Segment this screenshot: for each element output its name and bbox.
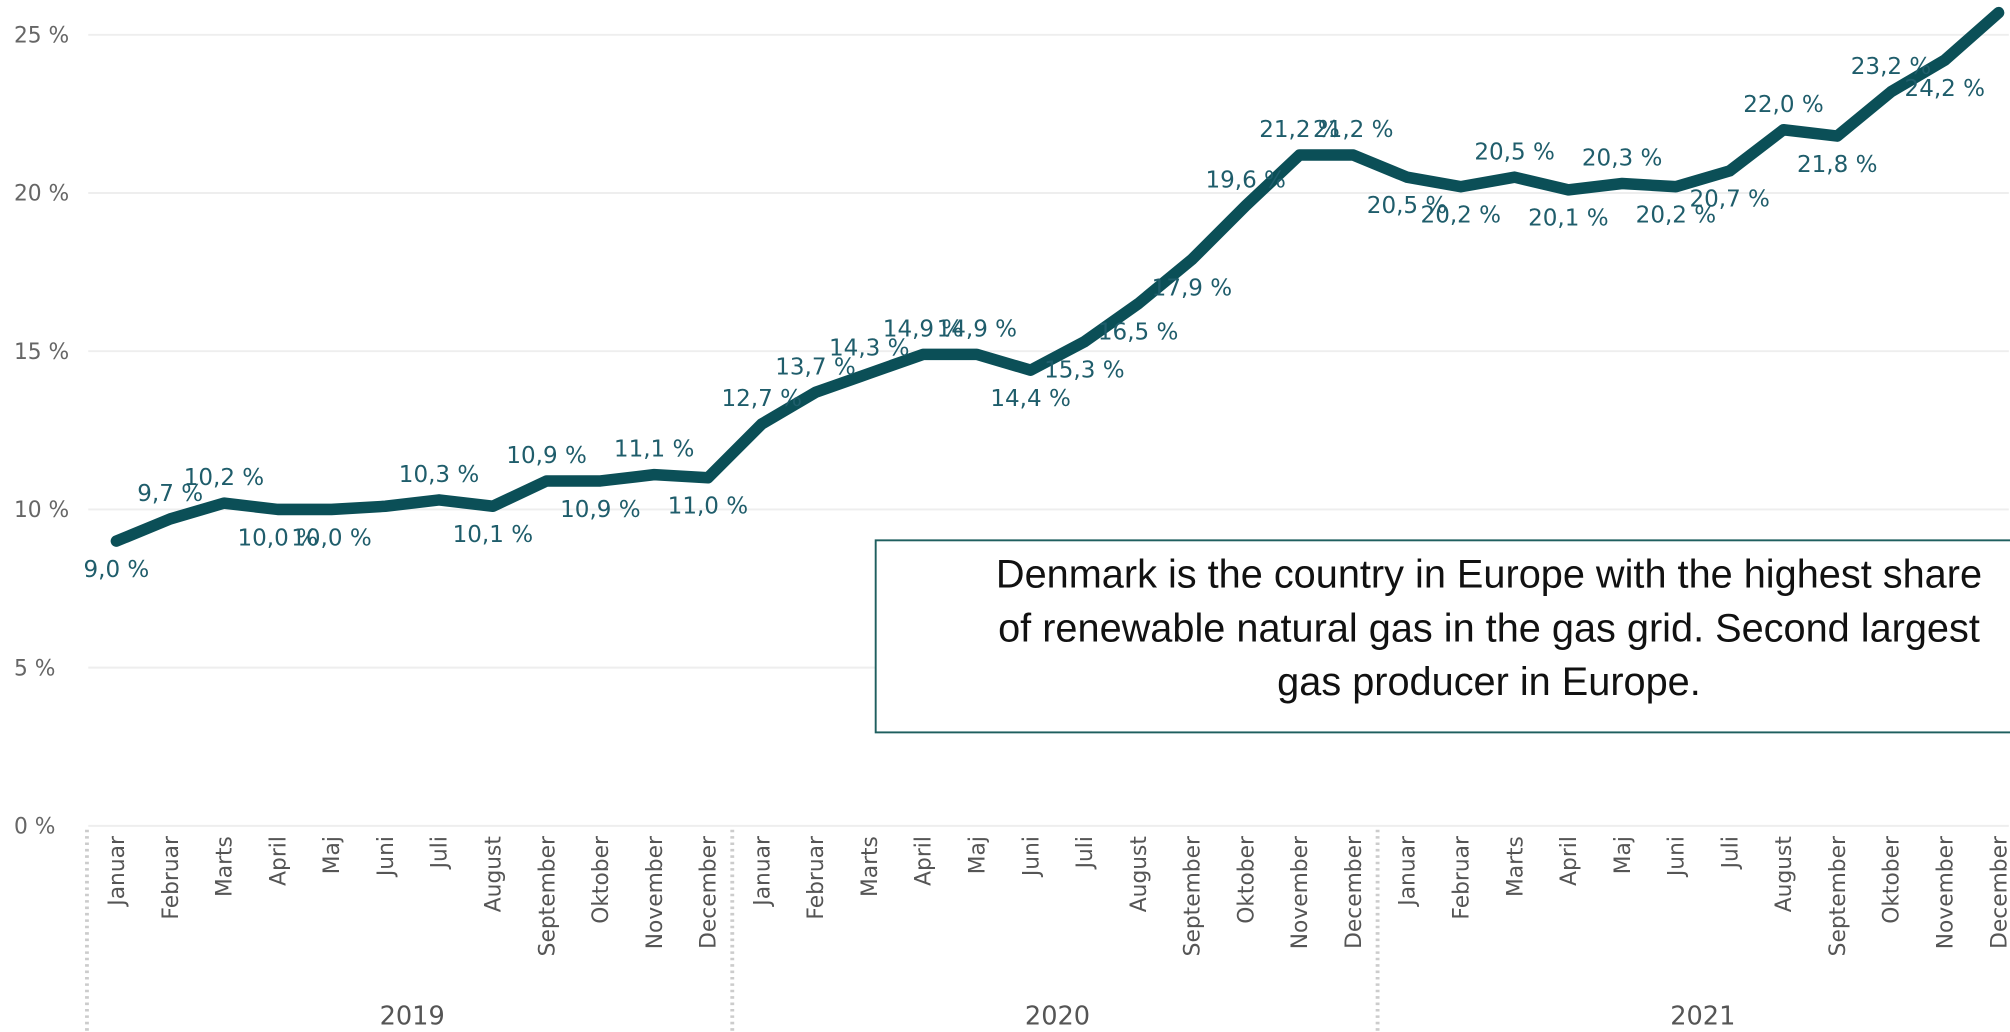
x-tick-label: Januar xyxy=(105,836,130,908)
x-tick-label: August xyxy=(1127,836,1152,912)
data-label: 21,8 % xyxy=(1797,152,1878,178)
x-tick-label: Juni xyxy=(374,836,399,878)
line-series xyxy=(110,6,2005,547)
y-tick-label: 0 % xyxy=(14,815,55,840)
x-tick-label: Oktober xyxy=(1234,836,1259,924)
data-label: 21,2 % xyxy=(1313,117,1394,143)
data-label: 25,7 % xyxy=(1958,0,2010,1)
y-tick-label: 20 % xyxy=(14,182,69,207)
year-label: 2021 xyxy=(1670,1001,1735,1031)
x-tick-label: April xyxy=(266,836,291,886)
data-label: 20,5 % xyxy=(1474,139,1555,165)
x-tick-label: Juni xyxy=(1019,836,1044,878)
data-label: 17,9 % xyxy=(1152,275,1233,301)
x-tick-label: September xyxy=(1181,836,1206,956)
annotation-text: gas producer in Europe. xyxy=(1277,660,1701,704)
x-tick-label: August xyxy=(1772,836,1797,912)
data-label: 20,3 % xyxy=(1582,146,1663,172)
x-tick-label: Januar xyxy=(1396,836,1421,908)
x-tick-label: Juli xyxy=(1718,836,1743,870)
year-label: 2020 xyxy=(1025,1001,1090,1031)
data-label: 14,9 % xyxy=(883,316,964,342)
x-tick-label: September xyxy=(535,836,560,956)
data-label: 20,1 % xyxy=(1528,206,1608,232)
x-tick-label: Juli xyxy=(428,836,453,870)
data-label: 20,2 % xyxy=(1636,203,1716,229)
data-label: 10,9 % xyxy=(506,443,587,469)
x-tick-label: Maj xyxy=(320,836,345,874)
x-tick-label: December xyxy=(1342,836,1367,949)
annotation-text: of renewable natural gas in the gas grid… xyxy=(998,606,1980,650)
y-tick-label: 10 % xyxy=(14,498,69,523)
x-tick-label: Marts xyxy=(1503,836,1528,897)
data-label: 14,3 % xyxy=(829,335,910,361)
y-tick-label: 5 % xyxy=(14,656,55,681)
data-label: 20,2 % xyxy=(1421,203,1502,229)
y-tick-label: 15 % xyxy=(14,340,69,365)
x-tick-label: November xyxy=(1288,836,1313,949)
data-label: 10,2 % xyxy=(184,465,265,491)
x-tick-label: November xyxy=(1933,836,1958,949)
data-label: 10,3 % xyxy=(399,462,480,488)
y-tick-label: 25 % xyxy=(14,23,69,48)
x-tick-label: August xyxy=(482,836,507,912)
data-label: 15,3 % xyxy=(1044,358,1125,384)
x-tick-label: Marts xyxy=(858,836,883,897)
x-tick-label: Februar xyxy=(804,836,829,920)
year-label: 2019 xyxy=(380,1001,445,1031)
x-tick-label: Juli xyxy=(1073,836,1098,870)
data-label: 20,5 % xyxy=(1367,193,1448,219)
x-tick-label: September xyxy=(1826,836,1851,956)
x-tick-label: Oktober xyxy=(1880,836,1905,924)
x-tick-label: Juni xyxy=(1665,836,1690,878)
data-label: 11,0 % xyxy=(668,494,749,520)
data-label: 9,0 % xyxy=(83,557,149,583)
x-tick-label: April xyxy=(1557,836,1582,886)
data-label: 14,4 % xyxy=(990,386,1070,412)
x-tick-label: April xyxy=(912,836,937,886)
data-label: 14,9 % xyxy=(937,316,1018,342)
data-label: 21,2 % xyxy=(1259,117,1340,143)
data-label: 10,0 % xyxy=(237,525,318,551)
x-tick-label: Maj xyxy=(966,836,991,874)
data-label: 16,5 % xyxy=(1098,320,1178,346)
data-label: 23,2 % xyxy=(1851,54,1931,80)
data-label: 13,7 % xyxy=(775,354,856,380)
x-tick-label: Oktober xyxy=(589,836,614,924)
x-tick-label: November xyxy=(643,836,668,949)
data-label: 9,7 % xyxy=(137,481,203,507)
annotation-box xyxy=(874,539,2010,734)
data-label: 22,0 % xyxy=(1743,92,1823,118)
data-label: 11,1 % xyxy=(614,437,695,463)
x-tick-label: Marts xyxy=(213,836,238,897)
x-tick-label: Februar xyxy=(159,836,184,920)
data-label: 20,7 % xyxy=(1689,187,1770,213)
data-label: 10,1 % xyxy=(453,522,533,548)
data-label: 10,0 % xyxy=(291,525,372,551)
data-label: 12,7 % xyxy=(721,386,802,412)
annotation-text: Denmark is the country in Europe with th… xyxy=(996,553,1982,597)
x-tick-label: December xyxy=(1987,836,2010,949)
x-tick-label: December xyxy=(697,836,722,949)
data-label: 10,9 % xyxy=(560,497,641,523)
data-label: 19,6 % xyxy=(1205,168,1286,194)
data-label: 24,2 % xyxy=(1905,76,1986,102)
x-tick-label: Maj xyxy=(1611,836,1636,874)
x-tick-label: Februar xyxy=(1450,836,1475,920)
x-tick-label: Januar xyxy=(750,836,775,908)
